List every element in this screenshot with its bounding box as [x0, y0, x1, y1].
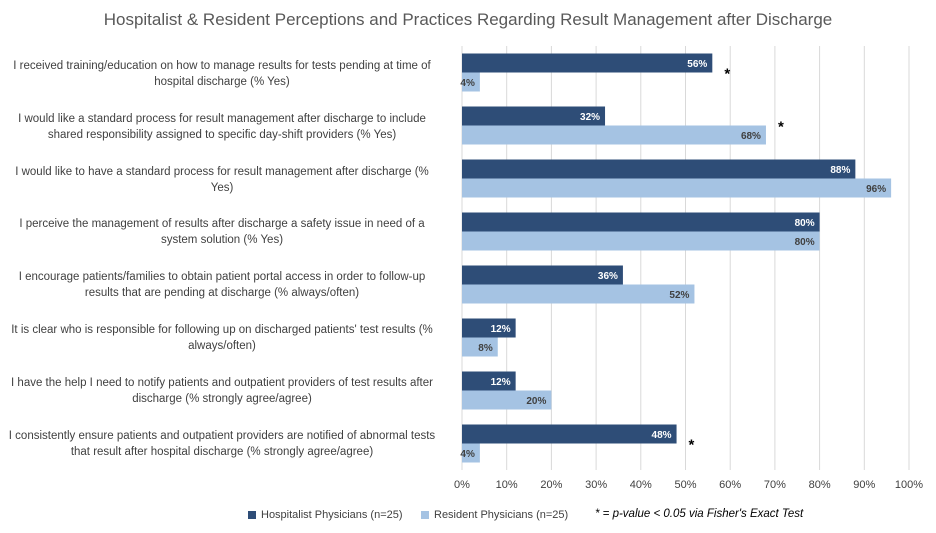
category-label: I would like a standard process for resu…	[18, 113, 426, 141]
category-label: I have the help I need to notify patient…	[11, 377, 433, 405]
hospitalist-bar	[462, 106, 606, 126]
resident-value-label: 8%	[478, 343, 493, 354]
x-tick-label: 60%	[719, 479, 741, 491]
resident-bar	[462, 390, 552, 410]
hospitalist-value-label: 32%	[580, 112, 600, 123]
resident-value-label: 68%	[741, 131, 761, 142]
category-label: It is clear who is responsible for follo…	[11, 324, 433, 352]
resident-bar	[462, 443, 480, 463]
legend-item-hospitalist: Hospitalist Physicians (n=25)	[248, 509, 403, 521]
category-label: I perceive the management of results aft…	[19, 218, 425, 246]
legend-item-resident: Resident Physicians (n=25)	[421, 509, 568, 521]
x-tick-label: 0%	[454, 479, 470, 491]
hospitalist-value-label: 56%	[687, 59, 707, 70]
category-label: I consistently ensure patients and outpa…	[8, 430, 436, 458]
legend-swatch-resident	[421, 511, 429, 519]
resident-value-label: 96%	[866, 184, 886, 195]
hospitalist-value-label: 12%	[491, 377, 511, 388]
resident-bar	[462, 178, 892, 198]
footnote: * = p-value < 0.05 via Fisher's Exact Te…	[595, 508, 804, 520]
category-label: I received training/education on how to …	[13, 60, 431, 88]
hospitalist-bar	[462, 424, 677, 444]
category-label: I encourage patients/families to obtain …	[18, 271, 426, 299]
hospitalist-bar	[462, 265, 623, 285]
resident-bar	[462, 337, 498, 357]
x-tick-label: 20%	[540, 479, 562, 491]
hospitalist-bar	[462, 371, 516, 391]
hospitalist-value-label: 48%	[652, 430, 672, 441]
significance-marker: *	[724, 66, 730, 83]
x-tick-label: 70%	[764, 479, 786, 491]
legend-label-hospitalist: Hospitalist Physicians (n=25)	[261, 509, 403, 521]
hospitalist-value-label: 12%	[491, 324, 511, 335]
x-tick-label: 50%	[674, 479, 696, 491]
resident-value-label: 20%	[526, 396, 546, 407]
x-tick-label: 10%	[496, 479, 518, 491]
legend-swatch-hospitalist	[248, 511, 256, 519]
significance-marker: *	[778, 119, 784, 136]
hospitalist-value-label: 36%	[598, 271, 618, 282]
resident-value-label: 4%	[460, 449, 475, 460]
x-tick-label: 90%	[853, 479, 875, 491]
x-tick-label: 30%	[585, 479, 607, 491]
resident-bar	[462, 284, 695, 304]
x-tick-label: 40%	[630, 479, 652, 491]
x-tick-label: 80%	[809, 479, 831, 491]
significance-marker: *	[689, 437, 695, 454]
hospitalist-bar	[462, 53, 713, 73]
resident-value-label: 80%	[795, 237, 815, 248]
x-tick-label: 100%	[895, 479, 923, 491]
resident-value-label: 4%	[460, 78, 475, 89]
chart-title: Hospitalist & Resident Perceptions and P…	[103, 10, 833, 29]
legend-label-resident: Resident Physicians (n=25)	[434, 509, 569, 521]
resident-value-label: 52%	[669, 290, 689, 301]
resident-bar	[462, 231, 820, 251]
resident-bar	[462, 125, 766, 145]
hospitalist-bar	[462, 318, 516, 338]
resident-bar	[462, 72, 480, 92]
hospitalist-value-label: 88%	[830, 165, 850, 176]
hospitalist-value-label: 80%	[795, 218, 815, 229]
hospitalist-bar	[462, 212, 820, 232]
hospitalist-bar	[462, 159, 856, 179]
category-label: I would like to have a standard process …	[15, 166, 429, 194]
